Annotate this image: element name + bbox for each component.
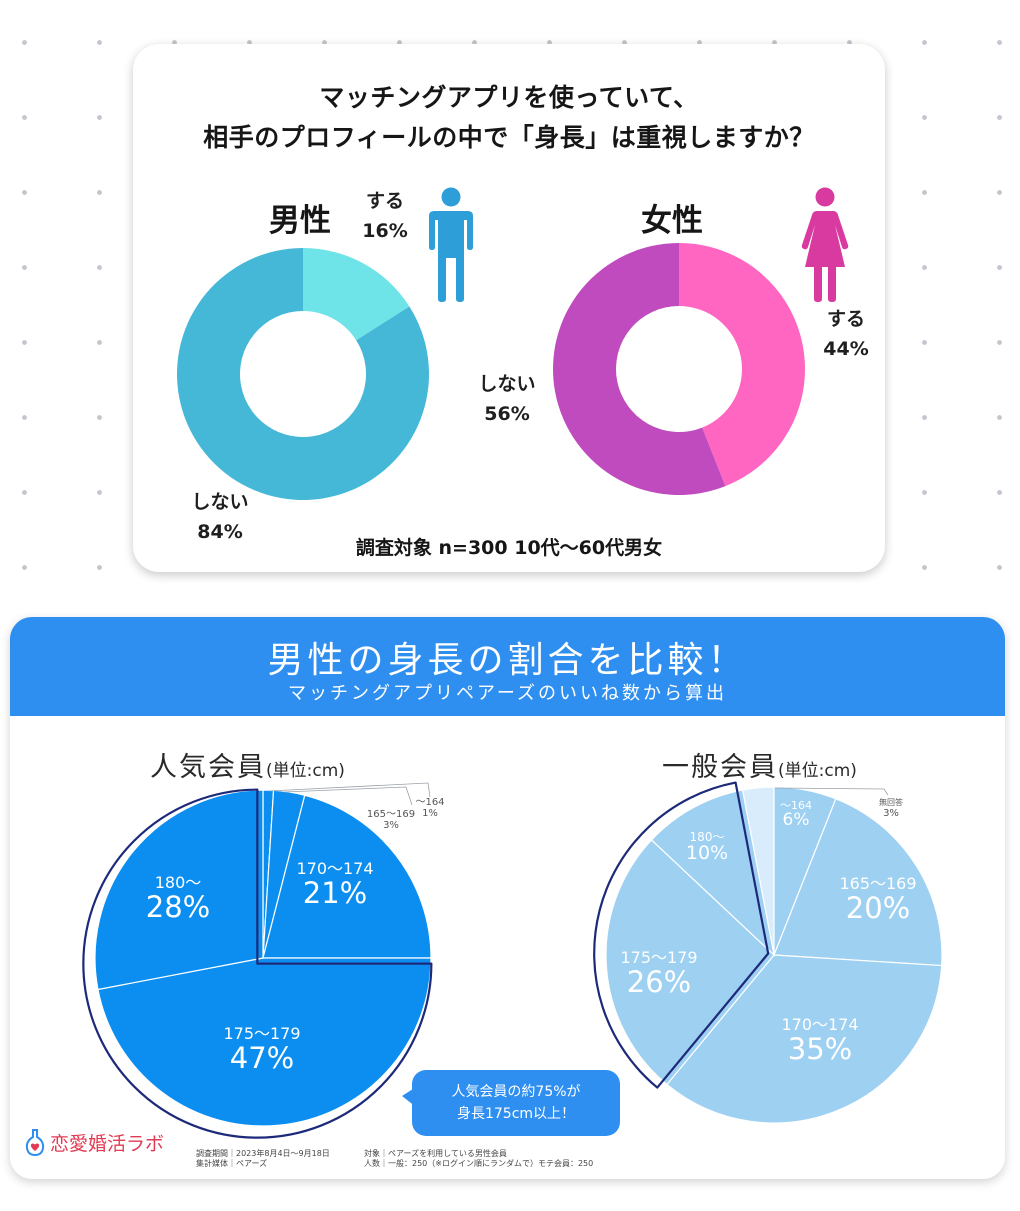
popular-val-164: 1% — [422, 808, 438, 819]
male-no-percent: 84% — [197, 521, 243, 543]
brand-logo: 恋愛婚活ラボ — [24, 1128, 164, 1156]
callout-line2: 身長175cm以上！ — [456, 1106, 576, 1122]
male-donut-chart — [177, 248, 430, 500]
popular-pie-highlight-outline — [82, 788, 433, 1139]
general-val-165: 20% — [845, 890, 911, 925]
general-pie-chart — [593, 781, 943, 1124]
popular-cat-175: 175〜179 — [223, 1024, 301, 1043]
female-donut-segment-no — [553, 242, 726, 495]
general-pie-highlight-outline — [593, 781, 770, 1089]
survey-title: マッチングアプリを使っていて、 相手のプロフィールの中で「身長」は重視しますか？ — [133, 78, 885, 158]
popular-pie-slice-180 — [94, 789, 264, 991]
height-card: 男性の身長の割合を比較！ マッチングアプリペアーズのいいね数から算出 人気会員(… — [10, 617, 1005, 1179]
callout-line1: 人気会員の約75%が — [451, 1084, 581, 1100]
general-pie-slice-170-174 — [666, 954, 943, 1124]
general-val-164: 6% — [782, 809, 810, 830]
popular-chart-title: 人気会員(単位:cm) — [150, 745, 345, 784]
male-yes-category: する — [365, 190, 404, 212]
flask-heart-icon — [25, 1129, 45, 1156]
donut-charts — [177, 242, 806, 500]
male-yes-percent: 16% — [362, 220, 408, 242]
popular-pie-slice-170-174 — [262, 794, 432, 959]
general-pie-slice-175-179 — [605, 839, 775, 1086]
female-chart-title: 女性 — [641, 203, 703, 239]
general-cat-170: 170〜174 — [781, 1015, 859, 1034]
female-yes-label: する 44% — [816, 304, 876, 364]
footnote-source: 集計媒体｜ペアーズ — [196, 1159, 268, 1168]
popular-val-165: 3% — [383, 820, 399, 831]
survey-title-line1: マッチングアプリを使っていて、 — [319, 83, 699, 112]
general-label-noanswer: 無回答 3% — [876, 797, 906, 819]
footnote-period: 調査期間｜2023年8月4日〜9月18日 — [196, 1149, 330, 1158]
female-donut-segment-yes — [679, 243, 806, 487]
female-no-label: しない 56% — [472, 369, 542, 429]
male-yes-label: する 16% — [355, 186, 415, 246]
female-yes-category: する — [826, 308, 865, 330]
popular-leader-line-164 — [268, 782, 431, 798]
popular-label-180: 180〜 28% — [138, 873, 218, 924]
banner-subtitle: マッチングアプリペアーズのいいね数から算出 — [287, 683, 728, 704]
male-no-label: しない 84% — [185, 487, 255, 547]
female-no-category: しない — [478, 373, 536, 395]
general-cat-noanswer: 無回答 — [879, 798, 903, 807]
general-cat-180: 180〜 — [689, 830, 725, 844]
survey-footer: 調査対象 n=300 10代〜60代男女 — [355, 537, 663, 559]
popular-cat-180: 180〜 — [154, 873, 202, 892]
popular-label-170: 170〜174 21% — [290, 859, 380, 910]
popular-leader-line-165 — [283, 786, 413, 806]
general-val-noanswer: 3% — [883, 808, 899, 819]
popular-title-text: 人気会員 — [150, 752, 266, 783]
popular-cat-170: 170〜174 — [296, 859, 374, 878]
general-cat-175: 175〜179 — [620, 948, 698, 967]
banner: 男性の身長の割合を比較！ マッチングアプリペアーズのいいね数から算出 — [10, 617, 1005, 716]
general-label-170: 170〜174 35% — [765, 1015, 875, 1066]
popular-label-164: 〜164 1% — [415, 797, 445, 819]
footnote-left: 調査期間｜2023年8月4日〜9月18日 集計媒体｜ペアーズ — [196, 1149, 330, 1169]
general-label-165: 165〜169 20% — [823, 874, 933, 925]
general-pie-slice-180 — [650, 789, 775, 957]
general-leader-line-noanswer — [774, 787, 889, 796]
general-title-text: 一般会員 — [662, 752, 778, 783]
popular-pie-chart — [82, 782, 433, 1139]
footnote-right: 対象｜ペアーズを利用している男性会員 人数｜一般：250（※ログイン順にランダム… — [364, 1149, 593, 1169]
logo-text: 恋愛婚活ラボ — [50, 1132, 165, 1155]
general-chart-title: 一般会員(単位:cm) — [662, 745, 857, 784]
popular-val-180: 28% — [145, 889, 211, 924]
general-label-180: 180〜 10% — [682, 831, 732, 864]
general-unit: (単位:cm) — [778, 761, 857, 781]
general-cat-164: 〜164 — [780, 799, 812, 812]
popular-pie-slice-175-179 — [97, 957, 432, 1127]
general-label-175: 175〜179 26% — [614, 948, 704, 999]
popular-label-165: 165〜169 3% — [366, 809, 416, 831]
general-val-175: 26% — [626, 964, 692, 999]
male-chart-title: 男性 — [269, 203, 331, 239]
female-yes-percent: 44% — [823, 338, 869, 360]
popular-val-175: 47% — [229, 1040, 295, 1075]
male-donut-segment-no — [177, 248, 430, 500]
callout-box: 人気会員の約75%が 身長175cm以上！ — [412, 1070, 620, 1136]
female-person-icon — [801, 187, 849, 302]
survey-card: マッチングアプリを使っていて、 相手のプロフィールの中で「身長」は重視しますか？… — [133, 44, 885, 572]
pie-charts — [82, 781, 943, 1139]
male-no-category: しない — [191, 491, 249, 513]
female-donut-chart — [553, 242, 806, 495]
footnote-target: 対象｜ペアーズを利用している男性会員 — [364, 1149, 507, 1158]
footnote-count: 人数｜一般：250（※ログイン順にランダムで）モテ会員：250 — [364, 1159, 594, 1168]
general-val-180: 10% — [685, 841, 729, 864]
popular-val-170: 21% — [302, 875, 368, 910]
male-donut-segment-yes — [303, 248, 410, 341]
survey-title-line2: 相手のプロフィールの中で「身長」は重視しますか？ — [203, 123, 815, 152]
general-pie-slice-165-169 — [773, 798, 943, 967]
popular-cat-164: 〜164 — [415, 797, 445, 808]
general-label-164: 〜164 6% — [778, 800, 814, 829]
banner-title: 男性の身長の割合を比較！ — [267, 640, 748, 681]
general-cat-165: 165〜169 — [839, 874, 917, 893]
popular-unit: (単位:cm) — [266, 761, 345, 781]
popular-label-175: 175〜179 47% — [217, 1024, 307, 1075]
general-val-170: 35% — [787, 1031, 853, 1066]
male-person-icon — [429, 187, 473, 302]
popular-cat-165: 165〜169 — [366, 809, 416, 820]
female-no-percent: 56% — [484, 403, 530, 425]
